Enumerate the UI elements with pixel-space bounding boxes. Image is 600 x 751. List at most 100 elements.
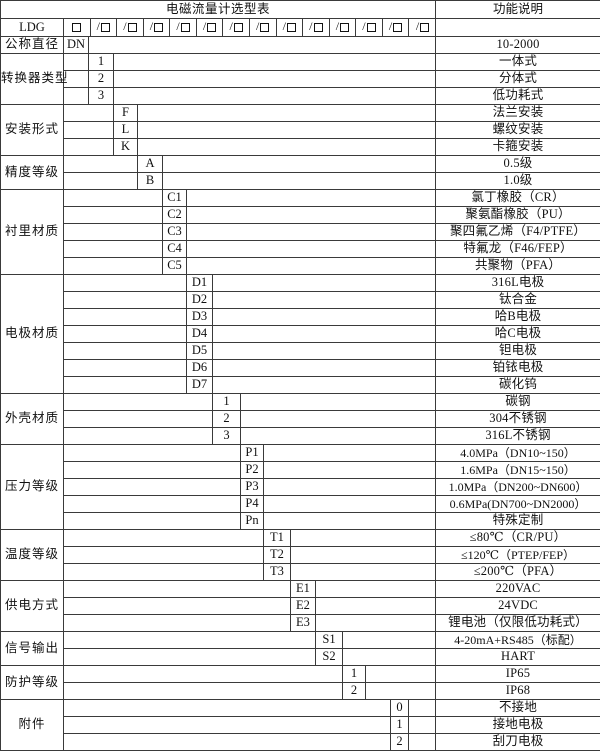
section-label-5: 电极材质 bbox=[1, 275, 64, 394]
right-spacer bbox=[187, 190, 436, 207]
right-spacer bbox=[213, 360, 436, 377]
slash-separator: / bbox=[389, 20, 392, 33]
empty-code-box-icon[interactable] bbox=[207, 23, 216, 32]
description-cell: 分体式 bbox=[436, 71, 600, 88]
code-slot[interactable] bbox=[64, 19, 91, 36]
right-spacer bbox=[316, 581, 436, 598]
code-cell: 1 bbox=[391, 717, 409, 734]
code-cell: 2 bbox=[391, 734, 409, 751]
empty-code-box-icon[interactable] bbox=[154, 23, 163, 32]
description-cell: 0.5级 bbox=[436, 156, 600, 173]
code-slot-slash[interactable]: / bbox=[91, 19, 118, 36]
left-spacer bbox=[64, 224, 163, 241]
empty-code-box-icon[interactable] bbox=[287, 23, 296, 32]
right-spacer bbox=[114, 88, 436, 105]
left-spacer bbox=[64, 54, 89, 71]
code-cell: C4 bbox=[163, 241, 187, 258]
code-cell: D1 bbox=[187, 275, 213, 292]
empty-code-box-icon[interactable] bbox=[128, 23, 137, 32]
empty-code-box-icon[interactable] bbox=[260, 23, 269, 32]
table-row: 2 分体式 bbox=[1, 71, 600, 88]
right-spacer bbox=[343, 632, 436, 649]
empty-code-box-icon[interactable] bbox=[393, 23, 402, 32]
description-cell: 220VAC bbox=[436, 581, 600, 598]
code-cell: 2 bbox=[89, 71, 114, 88]
left-spacer bbox=[64, 156, 138, 173]
code-slot-slash[interactable]: / bbox=[383, 19, 410, 36]
left-spacer bbox=[64, 530, 264, 547]
code-slot-slash[interactable]: / bbox=[409, 19, 436, 36]
right-spacer bbox=[366, 683, 436, 700]
description-cell: ≤200℃（PFA） bbox=[436, 564, 600, 581]
description-cell: 不接地 bbox=[436, 700, 600, 717]
left-spacer bbox=[64, 598, 291, 615]
empty-code-box-icon[interactable] bbox=[314, 23, 323, 32]
left-spacer bbox=[64, 615, 291, 632]
description-cell: 卡箍安装 bbox=[436, 139, 600, 156]
slash-separator: / bbox=[123, 20, 126, 33]
code-slot-slash[interactable]: / bbox=[303, 19, 330, 36]
table-row: T3 ≤200℃（PFA） bbox=[1, 564, 600, 581]
slash-separator: / bbox=[256, 20, 259, 33]
left-spacer bbox=[64, 309, 187, 326]
left-spacer bbox=[64, 581, 291, 598]
code-cell: 1 bbox=[89, 54, 114, 71]
code-cell: C5 bbox=[163, 258, 187, 275]
code-slot-slash[interactable]: / bbox=[277, 19, 304, 36]
description-cell: 4-20mA+RS485（标配） bbox=[436, 632, 600, 649]
right-spacer bbox=[291, 530, 436, 547]
section-label-1: 转换器类型 bbox=[1, 54, 64, 105]
empty-code-box-icon[interactable] bbox=[234, 23, 243, 32]
description-cell: 1.0MPa（DN200~DN600） bbox=[436, 479, 600, 496]
empty-code-box-icon[interactable] bbox=[72, 23, 81, 32]
code-cell: 3 bbox=[213, 428, 241, 445]
code-slot-slash[interactable]: / bbox=[197, 19, 224, 36]
empty-code-box-icon[interactable] bbox=[340, 23, 349, 32]
right-spacer bbox=[213, 377, 436, 394]
code-slot-slash[interactable]: / bbox=[356, 19, 383, 36]
code-slot-slash[interactable]: / bbox=[223, 19, 250, 36]
slash-separator: / bbox=[97, 20, 100, 33]
empty-code-box-icon[interactable] bbox=[420, 23, 429, 32]
description-cell: 钽电极 bbox=[436, 343, 600, 360]
right-spacer bbox=[213, 326, 436, 343]
description-cell: 0.6MPa(DN700~DN2000） bbox=[436, 496, 600, 513]
code-slot-slash[interactable]: / bbox=[330, 19, 357, 36]
code-cell: C1 bbox=[163, 190, 187, 207]
left-spacer bbox=[64, 564, 264, 581]
left-spacer bbox=[64, 717, 391, 734]
left-spacer bbox=[64, 122, 114, 139]
empty-code-box-icon[interactable] bbox=[367, 23, 376, 32]
empty-code-box-icon[interactable] bbox=[101, 23, 110, 32]
code-cell: P1 bbox=[241, 445, 264, 462]
code-slot-slash[interactable]: / bbox=[250, 19, 277, 36]
code-cell: T3 bbox=[264, 564, 291, 581]
description-cell: 聚四氟乙烯（F4/PTFE） bbox=[436, 224, 600, 241]
description-cell: 特氟龙（F46/FEP） bbox=[436, 241, 600, 258]
table-title: 电磁流量计选型表 bbox=[1, 1, 436, 19]
right-spacer bbox=[343, 649, 436, 666]
section-label-6: 外壳材质 bbox=[1, 394, 64, 445]
empty-code-box-icon[interactable] bbox=[181, 23, 190, 32]
left-spacer bbox=[64, 377, 187, 394]
code-slot-slash[interactable]: / bbox=[170, 19, 197, 36]
code-slot-slash[interactable]: / bbox=[144, 19, 171, 36]
right-spacer bbox=[409, 734, 436, 751]
code-slot-slash[interactable]: / bbox=[117, 19, 144, 36]
